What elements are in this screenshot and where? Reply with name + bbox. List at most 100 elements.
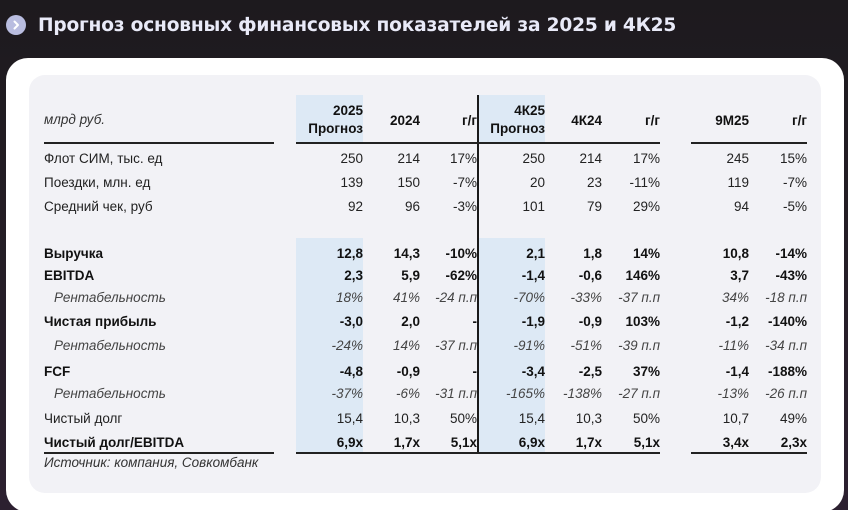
- table-cell: 2,1: [526, 246, 545, 261]
- table-cell: -11%: [718, 338, 749, 353]
- table-cell: -91%: [513, 338, 545, 353]
- table-cell: -39 п.п: [618, 338, 660, 353]
- table-cell: 1,7x: [575, 435, 602, 450]
- table-cell: -31 п.п: [435, 386, 477, 401]
- row-label: Чистый долг/EBITDA: [44, 435, 185, 450]
- table-cell: -11%: [629, 175, 660, 190]
- row-label: Рентабельность: [54, 338, 166, 353]
- table-cell: 5,1x: [633, 435, 660, 450]
- table-cell: -24%: [331, 338, 363, 353]
- table-cell: 14%: [632, 246, 660, 261]
- table-cell: 250: [522, 151, 545, 166]
- table-cell: -51%: [570, 338, 602, 353]
- table-cell: 34%: [721, 290, 749, 305]
- col-header-9m25: 9М25: [715, 113, 749, 128]
- table-cell: 49%: [779, 411, 807, 426]
- table-cell: -1,4: [521, 268, 545, 283]
- table-cell: 15,4: [518, 411, 545, 426]
- table-cell: -37 п.п: [435, 338, 477, 353]
- col-header-4q25-line1: 4К25: [514, 103, 545, 118]
- table-cell: 10,8: [722, 246, 749, 261]
- table-cell: 150: [397, 175, 420, 190]
- table-cell: -18 п.п: [765, 290, 807, 305]
- table-cell: -70%: [513, 290, 545, 305]
- table-cell: -188%: [767, 364, 807, 379]
- table-cell: -13%: [717, 386, 749, 401]
- table-cell: 6,9x: [336, 435, 363, 450]
- unit-label: млрд руб.: [44, 112, 106, 127]
- table-cell: -138%: [562, 386, 602, 401]
- table-cell: 10,3: [393, 411, 420, 426]
- header-rule-9m25: [691, 142, 807, 144]
- table-cell: -140%: [767, 314, 807, 329]
- table-cell: 41%: [392, 290, 420, 305]
- table-cell: 37%: [632, 364, 660, 379]
- table-cell: 2,3: [344, 268, 363, 283]
- table-cell: -24 п.п: [435, 290, 477, 305]
- table-cell: -27 п.п: [618, 386, 660, 401]
- col-header-yoy-2: г/г: [645, 113, 660, 128]
- table-cell: -10%: [445, 246, 477, 261]
- table-cell: 17%: [632, 151, 660, 166]
- table-cell: 1,7x: [393, 435, 420, 450]
- table-cell: -0,6: [578, 268, 602, 283]
- table-cell: 96: [404, 199, 420, 214]
- table-cell: -: [472, 364, 478, 379]
- table-cell: 6,9x: [518, 435, 545, 450]
- col-header-2025-line2: Прогноз: [308, 121, 363, 136]
- row-label: Рентабельность: [54, 290, 166, 305]
- row-label: Флот СИМ, тыс. ед: [44, 151, 163, 166]
- table-cell: 10,3: [575, 411, 602, 426]
- table-cell: 214: [397, 151, 420, 166]
- table-cell: 18%: [335, 290, 363, 305]
- forecast-2025-highlight-body: [296, 238, 363, 453]
- table-cell: -62%: [445, 268, 477, 283]
- table-cell: -: [472, 314, 478, 329]
- row-label: Чистая прибыль: [44, 314, 157, 329]
- source-note: Источник: компания, Совкомбанк: [44, 455, 259, 470]
- table-cell: 92: [347, 199, 363, 214]
- table-cell: -0,9: [578, 314, 602, 329]
- col-header-2025-line1: 2025: [332, 103, 363, 118]
- table-cell: -33%: [570, 290, 602, 305]
- table-cell: -1,4: [725, 364, 749, 379]
- bottom-rule-2025: [296, 452, 660, 454]
- table-cell: 3,7: [730, 268, 749, 283]
- table-cell: 50%: [632, 411, 660, 426]
- forecast-4q25-highlight: [478, 95, 545, 143]
- table-cell: -4,8: [339, 364, 363, 379]
- table-cell: 139: [340, 175, 363, 190]
- table-cell: 1,8: [583, 246, 602, 261]
- table-cell: -3,4: [521, 364, 545, 379]
- table-cell: 50%: [449, 411, 477, 426]
- table-cell: 10,7: [722, 411, 749, 426]
- row-label: FCF: [44, 364, 71, 379]
- table-cell: 14,3: [393, 246, 420, 261]
- header: Прогноз основных финансовых показателей …: [6, 10, 676, 40]
- chevron-right-icon: [6, 15, 26, 35]
- table-cell: -0,9: [396, 364, 420, 379]
- table-cell: -3%: [452, 199, 477, 214]
- table-cell: 214: [579, 151, 602, 166]
- table-cell: 2,0: [401, 314, 420, 329]
- forecast-4q25-highlight-body: [478, 238, 545, 453]
- table-panel: [29, 75, 821, 493]
- table-cell: 250: [340, 151, 363, 166]
- table-cell: -7%: [782, 175, 807, 190]
- table-cell: 79: [586, 199, 602, 214]
- row-label: Средний чек, руб: [44, 199, 153, 214]
- column-divider: [477, 95, 479, 453]
- table-cell: 20: [529, 175, 545, 190]
- page-title: Прогноз основных финансовых показателей …: [38, 14, 677, 36]
- table-cell: -14%: [775, 246, 807, 261]
- table-cell: -34 п.п: [765, 338, 807, 353]
- bottom-rule-label: [44, 452, 274, 454]
- table-cell: 17%: [449, 151, 477, 166]
- table-cell: -1,2: [725, 314, 749, 329]
- header-rule-2025: [296, 142, 660, 144]
- header-rule-label: [44, 142, 274, 144]
- table-cell: 245: [726, 151, 749, 166]
- table-cell: 15%: [779, 151, 807, 166]
- row-label: EBITDA: [44, 268, 95, 283]
- row-label: Выручка: [44, 246, 103, 261]
